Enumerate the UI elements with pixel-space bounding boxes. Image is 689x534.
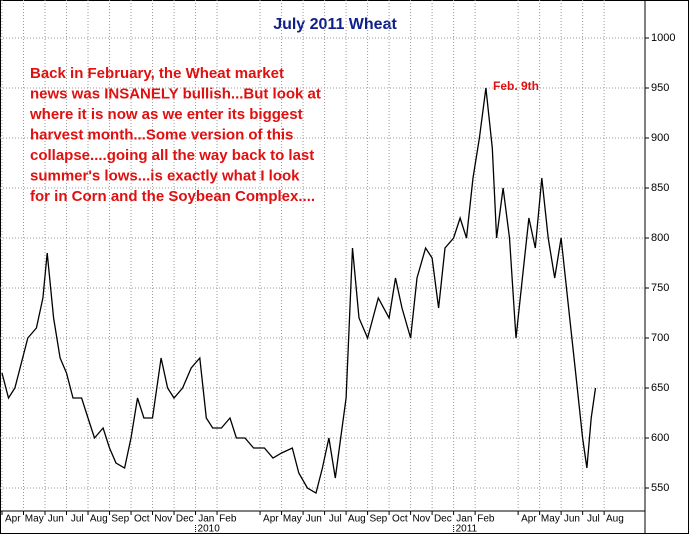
x-tick-label: Dec <box>176 514 194 525</box>
annotation-line: news was INSANELY bullish...But look at <box>30 85 321 102</box>
y-tick-label: 800 <box>651 232 669 244</box>
y-tick-label: 900 <box>651 132 669 144</box>
annotation-line: where it is now as we enter its biggest <box>29 106 303 123</box>
x-tick-label: Jul <box>329 514 342 525</box>
x-tick-label: Nov <box>154 514 172 525</box>
x-tick-label: Jan <box>456 514 472 525</box>
x-tick-label: Apr <box>263 514 279 525</box>
y-tick-label: 1000 <box>651 32 675 44</box>
x-tick-label: Aug <box>348 514 366 525</box>
x-tick-label: Sep <box>111 514 129 525</box>
x-tick-label: May <box>541 514 560 525</box>
annotation-line: for in Corn and the Soybean Complex.... <box>30 188 315 205</box>
x-tick-label: Dec <box>434 514 452 525</box>
chart-title: July 2011 Wheat <box>273 16 397 33</box>
y-tick-label: 750 <box>651 282 669 294</box>
annotation-line: collapse....going all the way back to la… <box>30 147 314 164</box>
y-tick-label: 600 <box>651 432 669 444</box>
y-tick-label: 550 <box>651 482 669 494</box>
year-label: 2011 <box>456 524 478 534</box>
x-tick-label: Jul <box>71 514 84 525</box>
x-tick-label: Apr <box>5 514 21 525</box>
annotation-line: harvest month...Some version of this <box>30 126 293 143</box>
peak-label: Feb. 9th <box>493 79 539 93</box>
x-tick-label: Apr <box>521 514 537 525</box>
x-tick-label: Nov <box>412 514 430 525</box>
x-tick-label: Oct <box>134 514 150 525</box>
y-tick-label: 950 <box>651 82 669 94</box>
x-tick-label: Aug <box>606 514 624 525</box>
x-tick-label: May <box>283 514 302 525</box>
x-tick-label: Jul <box>587 514 600 525</box>
x-tick-label: Sep <box>369 514 387 525</box>
x-tick-label: Oct <box>392 514 408 525</box>
x-tick-label: Jun <box>306 514 322 525</box>
x-tick-label: Jun <box>564 514 580 525</box>
annotation-line: summer's lows...is exactly what I look <box>30 167 300 184</box>
x-tick-label: Jan <box>198 514 214 525</box>
x-tick-label: Aug <box>90 514 108 525</box>
annotation-line: Back in February, the Wheat market <box>30 65 284 82</box>
x-tick-label: Jun <box>48 514 64 525</box>
x-tick-label: Feb <box>477 514 495 525</box>
y-tick-label: 700 <box>651 332 669 344</box>
y-tick-label: 650 <box>651 382 669 394</box>
price-line <box>1 87 597 494</box>
y-tick-label: 850 <box>651 182 669 194</box>
year-label: 2010 <box>198 524 221 534</box>
x-tick-label: Feb <box>219 514 237 525</box>
x-tick-label: May <box>25 514 44 525</box>
